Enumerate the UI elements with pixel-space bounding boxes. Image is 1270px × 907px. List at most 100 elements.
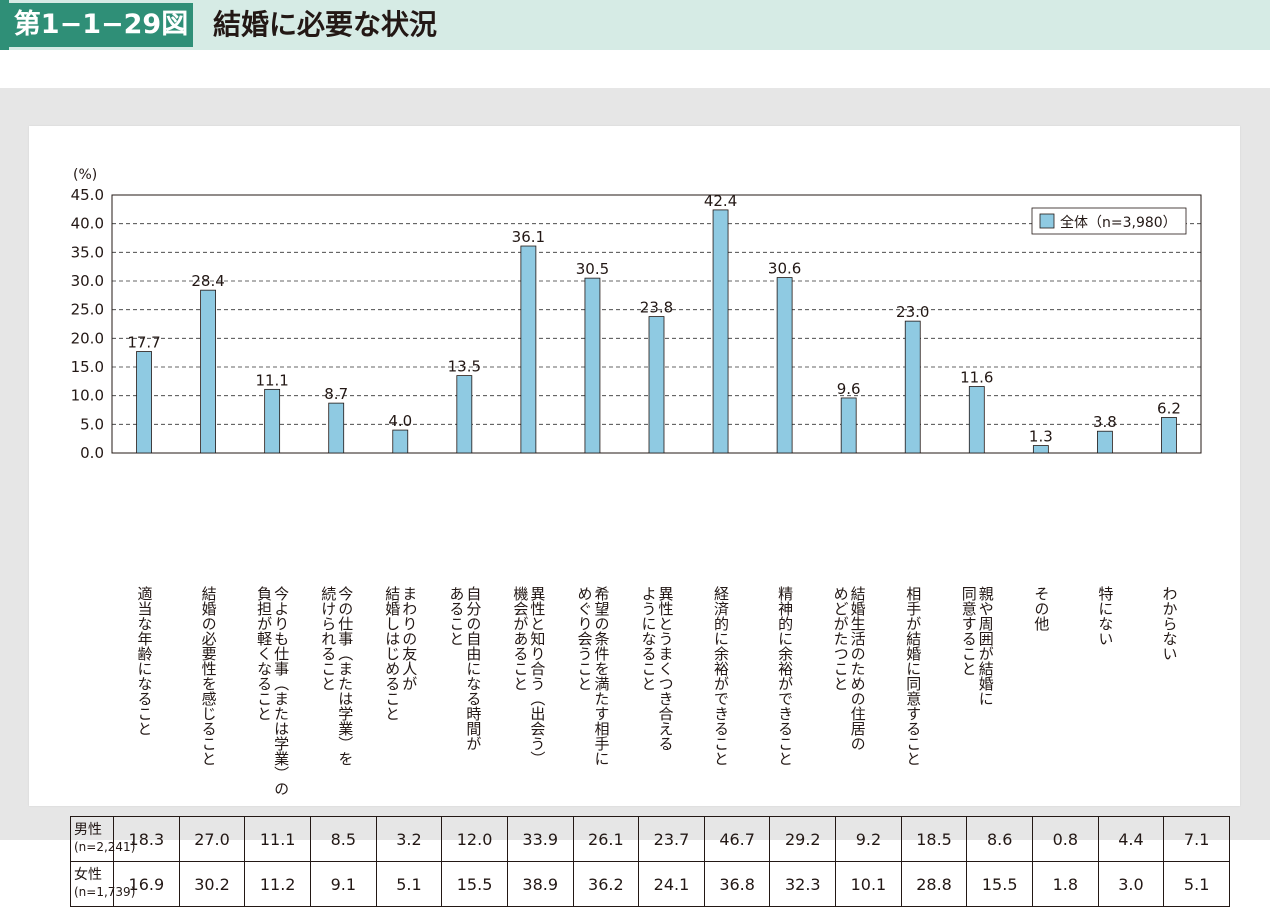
- bar: [1097, 430, 1113, 454]
- table-cell: 15.5: [966, 861, 1034, 907]
- y-axis-unit: (%): [73, 167, 97, 183]
- table-cell: 4.4: [1097, 816, 1165, 862]
- bar: [840, 397, 857, 454]
- table-cell: 46.7: [703, 816, 771, 862]
- table-cell: 36.8: [703, 861, 771, 907]
- table-row: 男性 (n=2,241) 18.3 27.0 11.1 8.5 3.2 12.0 33.9 26.…: [69, 816, 1230, 862]
- category-label: 自分の自由になる時間が あること: [447, 586, 483, 751]
- bar: [520, 245, 537, 454]
- category-label: 希望の条件を満たす相手に めぐり会うこと: [575, 586, 611, 766]
- table-cell: 1.8: [1032, 861, 1099, 907]
- table-cell: 3.0: [1097, 861, 1165, 907]
- row-sample-size: (n=2,241): [74, 840, 136, 854]
- table-cell: 30.2: [178, 861, 246, 907]
- chart-panel: (%) 0.0 5.0 10.0 15.0 20.0 25.0 30.0 35.0 40.0 45.…: [29, 126, 1240, 907]
- table-cell: 28.8: [900, 861, 968, 907]
- data-label: 17.7: [127, 334, 160, 352]
- figure-title: 結婚に必要な状況: [213, 8, 438, 41]
- data-label: 4.0: [388, 412, 412, 430]
- table-row: 女性 (n=1,739) 16.9 30.2 11.2 9.1 5.1 15.5 38.9 36.…: [69, 861, 1230, 907]
- header-accent-bar: [0, 0, 9, 50]
- data-label: 9.6: [837, 380, 861, 398]
- data-label: 11.1: [255, 371, 288, 389]
- y-tick-label: 40.0: [71, 215, 104, 233]
- data-label: 23.8: [640, 299, 673, 317]
- data-label: 36.1: [512, 228, 545, 246]
- bar: [328, 402, 345, 454]
- table-cell: 3.2: [375, 816, 443, 862]
- table-cell: 5.1: [375, 861, 443, 907]
- data-label: 30.6: [768, 260, 801, 278]
- table-cell: 26.1: [572, 816, 640, 862]
- table-cell: 8.6: [966, 816, 1034, 862]
- y-tick-label: 10.0: [71, 387, 104, 405]
- bar: [1161, 417, 1177, 454]
- bar: [264, 388, 281, 454]
- figure-number-badge: 第1−1−29図: [9, 3, 193, 47]
- table-cell: 23.7: [638, 816, 705, 862]
- row-label: 男性: [74, 822, 102, 838]
- bar: [904, 320, 921, 454]
- data-label: 11.6: [960, 368, 993, 386]
- bar: [136, 351, 152, 454]
- data-label: 1.3: [1029, 428, 1053, 446]
- legend-box: [1031, 207, 1187, 235]
- data-label: 42.4: [704, 192, 737, 210]
- bar-chart: (%) 0.0 5.0 10.0 15.0 20.0 25.0 30.0 35.0 40.0 45.…: [71, 167, 1202, 462]
- table-cell: 8.5: [309, 816, 377, 862]
- figure-header: 第1−1−29図 結婚に必要な状況: [0, 0, 1270, 50]
- category-label: 結婚の必要性を感じること: [199, 586, 218, 766]
- row-sample-size: (n=1,739): [74, 885, 136, 899]
- category-label: まわりの友人が 結婚しはじめること: [383, 586, 419, 721]
- category-label: 結婚生活のための住居の めどがたつこと: [831, 586, 867, 751]
- bar: [392, 429, 409, 454]
- table-cell: 15.5: [441, 861, 508, 907]
- bar: [712, 209, 729, 454]
- table-cell: 11.1: [244, 816, 311, 862]
- table-cell: 5.1: [1163, 861, 1230, 907]
- y-tick-label: 20.0: [71, 329, 104, 347]
- row-label: 女性: [74, 867, 102, 883]
- category-label: 精神的に余裕ができること: [776, 586, 795, 766]
- y-tick-label: 5.0: [80, 415, 104, 433]
- category-label: 適当な年齢になること: [135, 586, 154, 736]
- category-label: 経済的に余裕ができること: [712, 586, 731, 766]
- category-label: その他: [1032, 586, 1051, 631]
- table-cell: 27.0: [178, 816, 246, 862]
- table-cell: 18.3: [113, 816, 180, 862]
- y-tick-label: 25.0: [71, 301, 104, 319]
- data-label: 23.0: [896, 303, 929, 321]
- category-label: 異性とうまくつき合える ようになること: [639, 586, 675, 751]
- table-cell: 18.5: [900, 816, 968, 862]
- table-cell: 32.3: [769, 861, 837, 907]
- bar: [456, 375, 473, 454]
- data-label: 28.4: [191, 272, 224, 290]
- table-cell: 24.1: [638, 861, 705, 907]
- category-label: 今の仕事（または学業）を 続けられること: [319, 586, 355, 766]
- bar: [776, 277, 793, 454]
- category-label: 相手が結婚に同意すること: [904, 586, 923, 766]
- bar: [1032, 445, 1049, 454]
- table-cell: 16.9: [113, 861, 180, 907]
- data-label: 8.7: [324, 385, 348, 403]
- y-tick-label: 45.0: [71, 186, 104, 204]
- table-cell: 7.1: [1163, 816, 1230, 862]
- bar: [584, 277, 601, 454]
- y-tick-label: 30.0: [71, 272, 104, 290]
- table-cell: 0.8: [1032, 816, 1099, 862]
- data-label: 13.5: [448, 358, 481, 376]
- table-cell: 11.2: [244, 861, 311, 907]
- bar: [200, 289, 216, 454]
- y-tick-label: 15.0: [71, 358, 104, 376]
- table-cell: 36.2: [572, 861, 640, 907]
- table-cell: 29.2: [769, 816, 837, 862]
- data-label: 6.2: [1157, 399, 1181, 417]
- y-tick-label: 0.0: [80, 444, 104, 462]
- bar: [648, 316, 665, 454]
- legend-swatch: [1039, 213, 1055, 229]
- row-header: 男性 (n=2,241): [69, 816, 136, 862]
- legend-label: 全体（n=3,980）: [1060, 214, 1177, 231]
- category-label: 今よりも仕事（または学業）の 負担が軽くなること: [255, 586, 291, 796]
- y-tick-label: 35.0: [71, 243, 104, 261]
- category-label: 異性と知り合う（出会う） 機会があること: [511, 586, 547, 766]
